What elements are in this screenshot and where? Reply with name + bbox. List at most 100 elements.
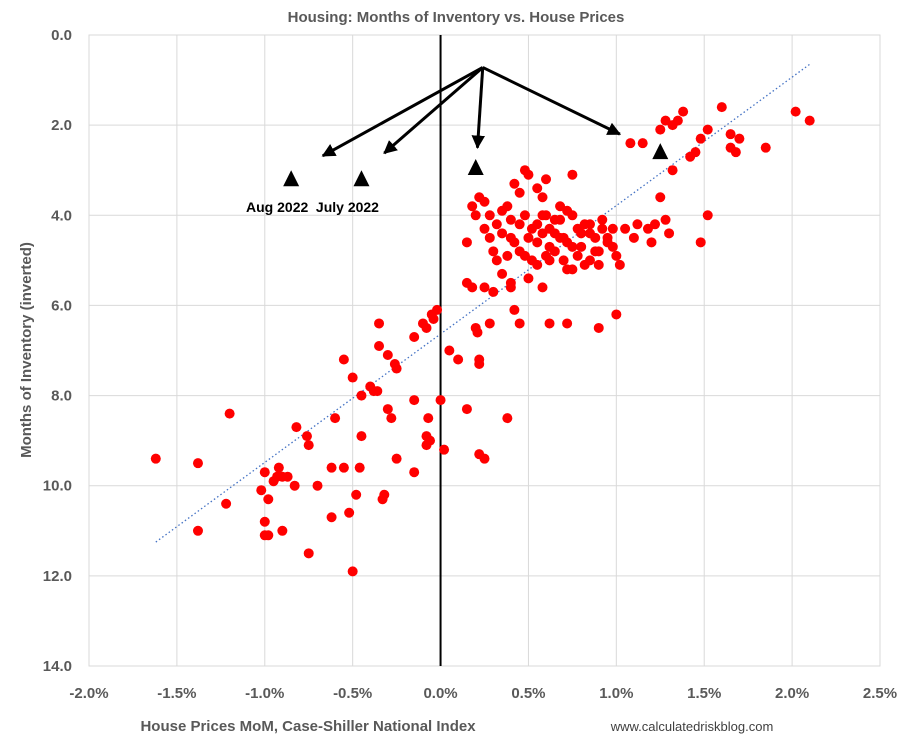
data-point: [282, 471, 293, 482]
data-point: [497, 228, 508, 239]
x-axis-title: House Prices MoM, Case-Shiller National …: [140, 718, 476, 735]
data-point: [544, 223, 555, 234]
data-points: [150, 102, 815, 577]
data-point: [593, 322, 604, 333]
data-point: [628, 232, 639, 243]
data-point: [263, 530, 274, 541]
y-tick-label: 4.0: [51, 207, 72, 224]
data-point: [655, 124, 666, 135]
data-point: [491, 219, 502, 230]
data-point: [537, 210, 548, 221]
data-point: [502, 413, 513, 424]
data-point: [505, 232, 516, 243]
data-point: [326, 512, 337, 523]
data-point: [549, 246, 560, 257]
data-point: [351, 489, 362, 500]
data-point: [523, 169, 534, 180]
data-point: [435, 395, 446, 406]
data-point: [338, 354, 349, 365]
x-tick-label: 1.5%: [687, 685, 721, 702]
data-point: [453, 354, 464, 365]
data-point: [614, 259, 625, 270]
triangle-marker: [353, 170, 370, 187]
data-point: [425, 435, 436, 446]
data-point: [514, 318, 525, 329]
data-point: [326, 462, 337, 473]
data-point: [541, 174, 552, 185]
triangle-marker: [652, 143, 669, 160]
data-point: [760, 142, 771, 153]
data-point: [584, 219, 595, 230]
data-point: [541, 250, 552, 261]
arrows-group: [321, 66, 622, 158]
data-point: [611, 250, 622, 261]
data-point: [519, 210, 530, 221]
data-point: [224, 408, 235, 419]
data-point: [695, 133, 706, 144]
data-point: [192, 458, 203, 469]
data-point: [672, 115, 683, 126]
annotation-label: Aug 2022: [246, 199, 308, 215]
data-point: [664, 228, 675, 239]
data-point: [263, 494, 274, 505]
data-point: [221, 498, 232, 509]
data-point: [572, 250, 583, 261]
data-point: [461, 237, 472, 248]
data-point: [646, 237, 657, 248]
data-point: [409, 331, 420, 342]
data-point: [579, 259, 590, 270]
data-point: [497, 205, 508, 216]
data-point: [382, 404, 393, 415]
data-point: [428, 313, 439, 324]
trendline-group: [155, 63, 811, 543]
data-point: [467, 201, 478, 212]
data-point: [273, 462, 284, 473]
data-point: [484, 232, 495, 243]
data-point: [549, 214, 560, 225]
data-point: [488, 246, 499, 257]
data-point: [702, 124, 713, 135]
y-tick-label: 10.0: [43, 478, 72, 495]
data-point: [650, 219, 661, 230]
x-tick-label: 0.0%: [423, 685, 457, 702]
data-point: [607, 241, 618, 252]
data-point: [519, 250, 530, 261]
x-tick-label: 1.0%: [599, 685, 633, 702]
data-point: [514, 187, 525, 198]
data-point: [330, 413, 341, 424]
data-point: [409, 467, 420, 478]
data-point: [303, 548, 314, 559]
data-point: [695, 237, 706, 248]
data-point: [356, 431, 367, 442]
x-tick-label: 0.5%: [511, 685, 545, 702]
triangle-marker: [283, 170, 300, 187]
data-point: [637, 138, 648, 149]
trendline: [155, 63, 811, 543]
data-point: [593, 259, 604, 270]
x-tick-labels: -2.0% -1.5% -1.0% -0.5% 0.0% 0.5% 1.0% 1.5% 2.0%…: [69, 685, 897, 702]
data-point: [625, 138, 636, 149]
data-point: [312, 480, 323, 491]
data-point: [484, 318, 495, 329]
data-point: [192, 525, 203, 536]
data-point: [505, 214, 516, 225]
data-point: [607, 223, 618, 234]
data-point: [544, 318, 555, 329]
data-point: [497, 268, 508, 279]
data-point: [532, 259, 543, 270]
x-tick-label: -1.5%: [157, 685, 196, 702]
data-point: [256, 485, 267, 496]
data-point: [702, 210, 713, 221]
data-point: [379, 489, 390, 500]
triangle-marker: [467, 158, 484, 175]
data-point: [537, 282, 548, 293]
data-point: [421, 322, 432, 333]
data-point: [509, 178, 520, 189]
data-point: [532, 183, 543, 194]
data-point: [523, 273, 534, 284]
data-point: [382, 350, 393, 361]
data-point: [479, 453, 490, 464]
data-point: [532, 237, 543, 248]
data-point: [526, 223, 537, 234]
